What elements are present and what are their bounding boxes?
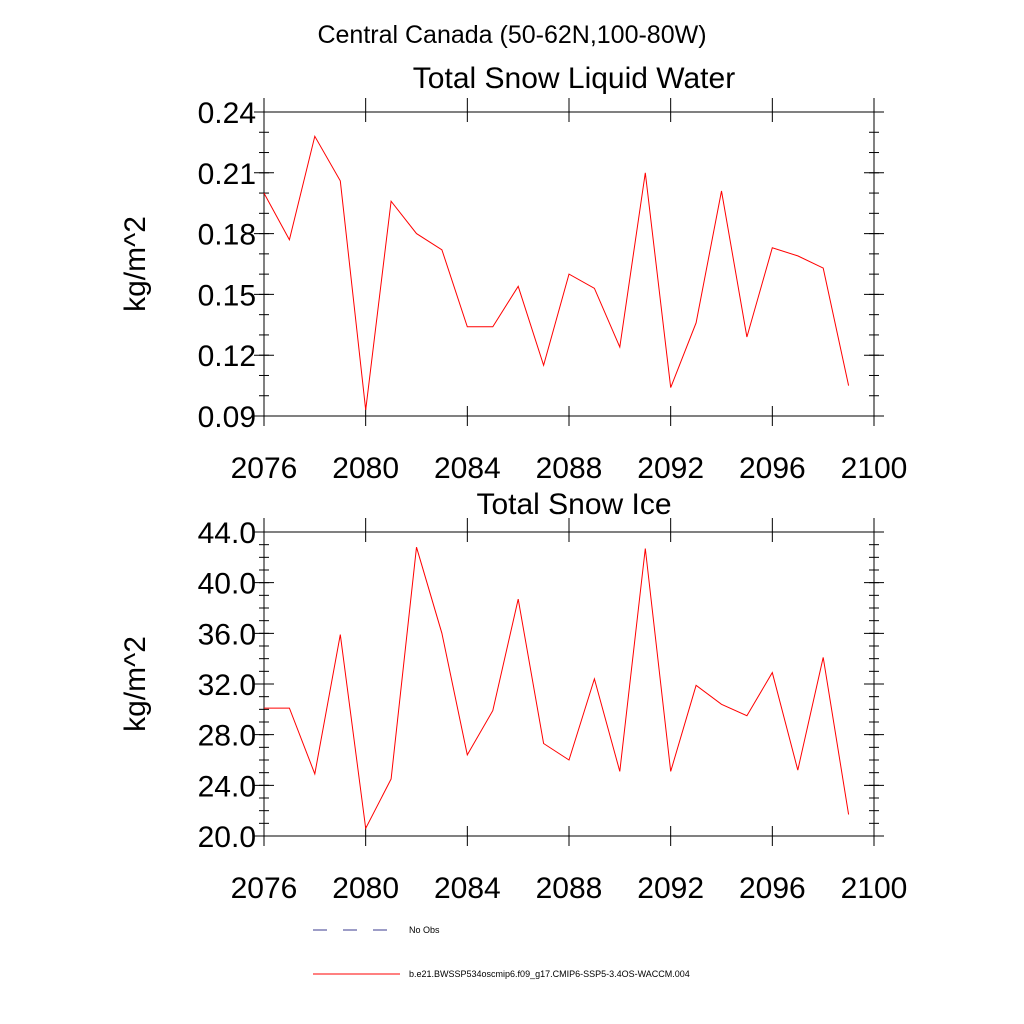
series-line [263,134,850,410]
panel-title: Total Snow Liquid Water [413,62,735,95]
y-tick-label: 0.24 [198,97,256,130]
y-tick-label: 36.0 [198,618,256,651]
y-tick-label: 32.0 [198,669,256,702]
x-tick-label: 2100 [841,452,908,485]
x-tick-label: 2096 [739,872,806,905]
x-tick-label: 2100 [841,872,908,905]
panel-title: Total Snow Ice [476,488,671,521]
figure-title: Central Canada (50-62N,100-80W) [317,21,706,49]
x-tick-label: 2092 [637,872,704,905]
x-tick-label: 2084 [434,872,501,905]
panel-snow-ice: Total Snow Ice 20.0 24.0 28.0 32.0 36.0 40.0 44… [119,488,907,905]
plot-frame [263,111,875,417]
y-tick-label: 0.09 [198,401,256,434]
y-tick-label: 40.0 [198,568,256,601]
x-tick-label: 2084 [434,452,501,485]
legend-entry-model-run: b.e21.BWSSP534oscmip6.f09_g17.CMIP6-SSP5… [313,969,690,979]
x-tick-label: 2088 [536,452,603,485]
y-tick-label: 28.0 [198,720,256,753]
y-axis-label: kg/m^2 [119,636,152,732]
plot-frame [263,531,875,837]
y-tick-label: 0.21 [198,158,256,191]
x-tick-label: 2096 [739,452,806,485]
x-tick-label: 2088 [536,872,603,905]
legend-label-model-run: b.e21.BWSSP534oscmip6.f09_g17.CMIP6-SSP5… [409,969,690,979]
x-tick-label: 2092 [637,452,704,485]
y-tick-label: 44.0 [198,517,256,550]
panel-snow-liquid-water: Total Snow Liquid Water 0.09 0.12 0.15 0.18 0… [119,62,907,485]
y-tick-label: 0.15 [198,279,256,312]
x-tick-label: 2080 [332,872,399,905]
y-tick-label: 0.18 [198,219,256,252]
x-tick-label: 2076 [231,452,298,485]
x-tick-label: 2076 [231,872,298,905]
y-tick-label: 0.12 [198,340,256,373]
legend-label-no-obs: No Obs [409,925,440,935]
x-tick-label: 2080 [332,452,399,485]
y-tick-label: 20.0 [198,821,256,854]
legend: No Obs b.e21.BWSSP534oscmip6.f09_g17.CMI… [313,925,690,979]
legend-entry-no-obs: No Obs [313,925,440,935]
series-line [264,547,850,831]
y-tick-label: 24.0 [198,770,256,803]
y-axis-label: kg/m^2 [119,216,152,312]
